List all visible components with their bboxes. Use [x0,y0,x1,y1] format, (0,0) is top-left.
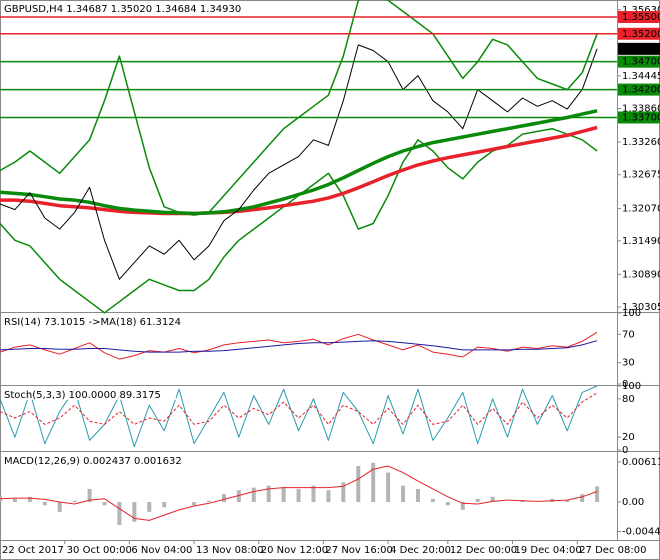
histogram-bar [221,494,226,503]
histogram-bar [206,500,211,503]
histogram-bar [57,502,62,512]
series-line [0,125,598,216]
y-tick-label: 1.30890 [622,269,660,280]
y-tick-label: 70 [622,329,635,340]
y-tick-label: 1.32070 [622,203,660,214]
y-tick-label: 0.00611 [622,457,660,468]
histogram-bar [42,502,47,506]
panel-title: Stoch(5,3,3) 100.0000 89.3175 [4,390,161,401]
histogram-bar [595,486,600,503]
x-tick-label: 20 Nov 12:00 [261,545,328,556]
x-tick-label: 13 Nov 08:00 [196,545,263,556]
histogram-bar [72,500,77,503]
series-line [0,109,598,216]
histogram-bar [490,496,495,503]
x-tick-label: 27 Nov 16:00 [325,545,392,556]
level-box [618,111,660,124]
panel-title: MACD(12,26,9) 0.002437 0.001632 [4,456,182,467]
x-tick-label: 22 Oct 2017 [2,545,64,556]
level-label: 1.33700 [622,112,660,123]
x-tick-label: 27 Dec 08:00 [579,545,646,556]
histogram-bar [281,487,286,503]
histogram-bar [296,488,301,503]
level-label: 1.35200 [622,29,660,40]
histogram-bar [192,502,197,506]
histogram-bar [386,472,391,503]
current-price-label: 1.34930 [622,44,660,55]
y-tick-label: 1.34445 [622,71,660,82]
y-tick-label: 0.00 [622,497,644,508]
histogram-bar [162,502,167,508]
histogram-bar [147,502,152,512]
level-box [618,55,660,68]
histogram-bar [27,496,32,503]
histogram-bar [341,482,346,503]
level-box [618,83,660,96]
histogram-bar [102,502,107,506]
level-box [618,27,660,40]
title-bg [2,2,254,14]
panel-title: RSI(14) 73.1015 ->MA(18) 61.3124 [4,317,181,328]
histogram-bar [430,498,435,503]
y-tick-label: 100 [622,381,641,392]
y-tick-label: 1.30305 [622,302,660,313]
level-box [618,11,660,24]
histogram-bar [12,498,17,503]
level-label: 1.35500 [622,12,660,23]
series-line [0,340,598,353]
y-tick-label: 1.32675 [622,170,660,181]
x-tick-label: 6 Nov 04:00 [131,545,192,556]
level-label: 1.34200 [622,85,660,96]
level-label: 1.34700 [622,57,660,68]
histogram-bar [251,487,256,503]
histogram-bar [356,466,361,503]
y-tick-label: 0 [622,445,628,456]
histogram-bar [266,485,271,503]
histogram-bar [87,488,92,503]
histogram-bar [460,502,465,510]
y-tick-label: 0 [622,379,628,390]
histogram-bar [371,462,376,503]
title-bg [2,315,200,327]
histogram-bar [475,498,480,503]
y-tick-label: 100 [622,308,641,319]
histogram-bar [415,488,420,503]
histogram-bar [580,494,585,503]
y-tick-label: 80 [622,394,635,405]
histogram-bar [311,485,316,503]
y-tick-label: 1.33860 [622,104,660,115]
current-price-box [618,42,660,55]
y-tick-label: 1.35630 [622,5,660,16]
y-tick-label: 1.31490 [622,236,660,247]
series-line [0,465,598,521]
x-tick-label: 12 Dec 00:00 [450,545,517,556]
series-line [0,392,598,425]
histogram-bar [326,490,331,503]
title-bg [2,388,176,400]
histogram-bar [132,502,137,522]
title-bg [2,454,188,466]
x-tick-label: 30 Oct 00:00 [67,545,132,556]
panel-title: GBPUSD,H4 1.34687 1.35020 1.34684 1.3493… [4,4,241,15]
series-line [0,385,598,448]
series-line [0,44,598,280]
histogram-bar [401,485,406,503]
histogram-bar [236,490,241,503]
histogram-bar [117,502,122,525]
y-tick-label: 20 [622,432,635,443]
y-tick-label: -0.004499 [622,526,660,537]
histogram-bar [445,502,450,506]
histogram-bar [565,500,570,503]
x-tick-label: 19 Dec 04:00 [515,545,582,556]
x-tick-label: 4 Dec 20:00 [390,545,451,556]
y-tick-label: 30 [622,358,635,369]
y-tick-label: 1.33260 [622,137,660,148]
